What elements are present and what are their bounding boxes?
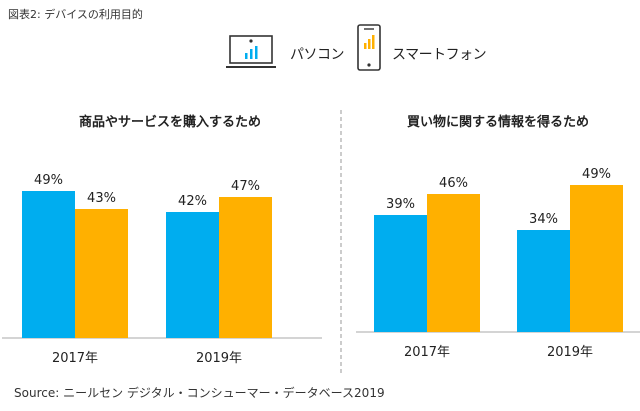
legend-label-smartphone: スマートフォン	[392, 47, 487, 63]
data-label-information-1-1: 49%	[582, 167, 611, 182]
bar-purchase-1-0	[166, 212, 219, 338]
bar-information-0-0	[374, 215, 427, 332]
laptop-icon	[226, 35, 276, 68]
category-label-information-1: 2019年	[547, 345, 593, 360]
bar-purchase-0-1	[75, 209, 128, 338]
data-label-purchase-1-0: 42%	[178, 194, 207, 209]
data-label-purchase-1-1: 47%	[231, 179, 260, 194]
legend-label-pc: パソコン	[290, 47, 345, 63]
category-label-purchase-0: 2017年	[52, 351, 98, 366]
data-label-purchase-0-1: 43%	[87, 191, 116, 206]
bar-information-1-1	[570, 185, 623, 332]
bar-information-1-0	[517, 230, 570, 332]
smartphone-icon	[357, 24, 381, 71]
data-label-information-1-0: 34%	[529, 212, 558, 227]
bar-purchase-0-0	[22, 191, 75, 338]
source-note: Source: ニールセン デジタル・コンシューマー・データベース2019	[14, 386, 385, 400]
bar-purchase-1-1	[219, 197, 272, 338]
figure-title: 図表2: デバイスの利用目的	[8, 8, 143, 21]
data-label-purchase-0-0: 49%	[34, 173, 63, 188]
category-label-purchase-1: 2019年	[196, 351, 242, 366]
category-label-information-0: 2017年	[404, 345, 450, 360]
chart-title-purchase: 商品やサービスを購入するため	[78, 115, 261, 130]
chart-title-information: 買い物に関する情報を得るため	[406, 115, 589, 130]
data-label-information-0-1: 46%	[439, 176, 468, 191]
bar-information-0-1	[427, 194, 480, 332]
data-label-information-0-0: 39%	[386, 197, 415, 212]
